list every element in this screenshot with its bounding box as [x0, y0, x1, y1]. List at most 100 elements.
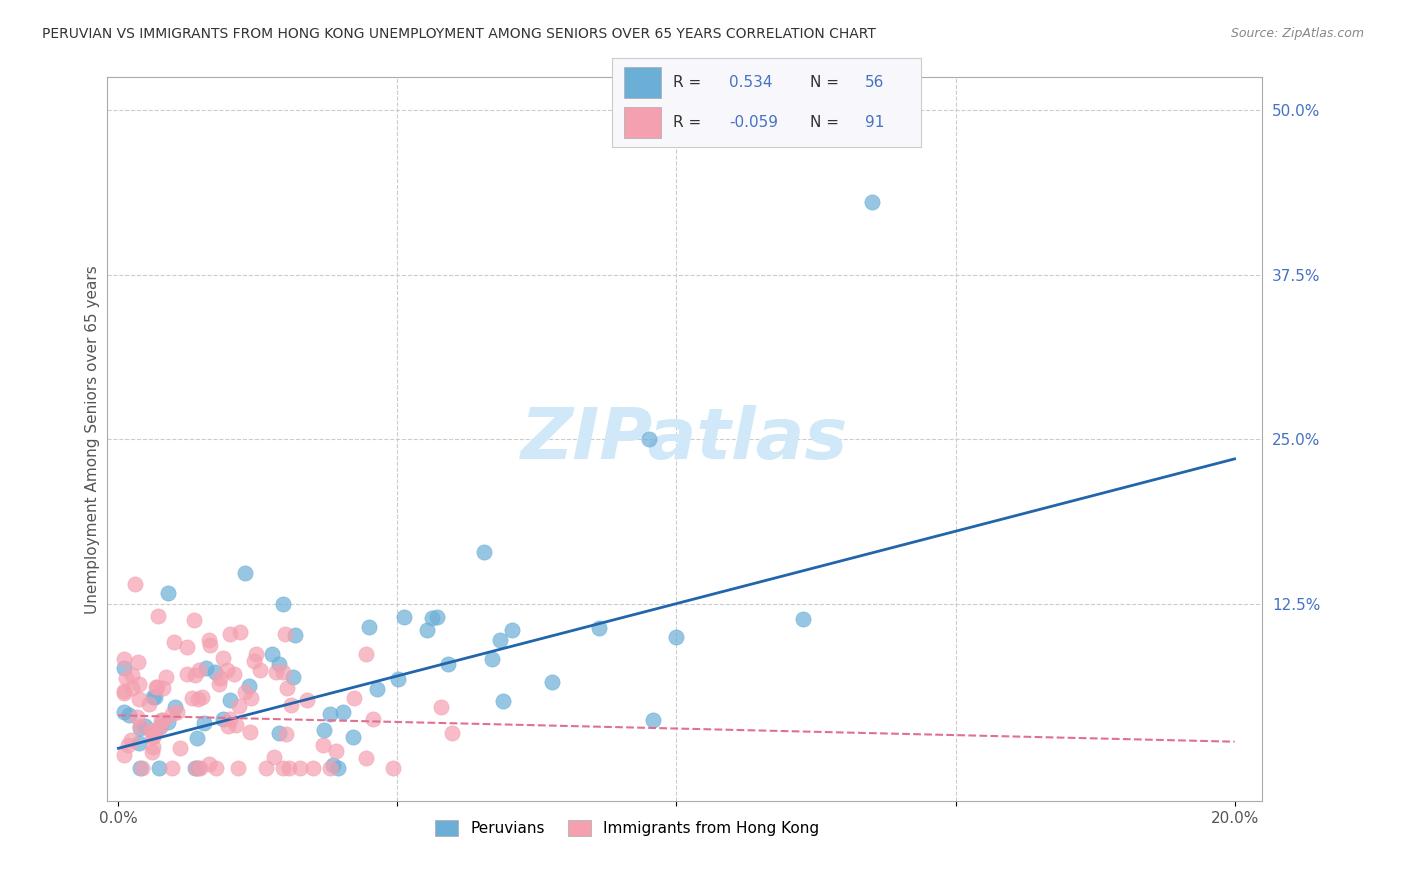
Point	[200, 638, 222, 652]
Point	[127, 655, 149, 669]
Point	[420, 611, 443, 625]
Point	[152, 681, 174, 695]
Point	[302, 761, 325, 775]
Bar	[624, 67, 661, 98]
Point	[120, 732, 142, 747]
Point	[224, 667, 246, 681]
Point	[426, 610, 449, 624]
Point	[163, 635, 186, 649]
Point	[149, 719, 172, 733]
Text: 56: 56	[865, 75, 884, 89]
Point	[665, 630, 688, 644]
Point	[134, 719, 156, 733]
Point	[112, 705, 135, 719]
Point	[128, 677, 150, 691]
Point	[491, 694, 513, 708]
Point	[354, 751, 377, 765]
Point	[235, 685, 257, 699]
Point	[860, 195, 883, 210]
Point	[262, 647, 284, 661]
Point	[166, 705, 188, 719]
Text: N =: N =	[810, 115, 844, 129]
Point	[187, 761, 209, 775]
Point	[142, 731, 165, 745]
Point	[238, 679, 260, 693]
Point	[271, 761, 294, 775]
Point	[243, 654, 266, 668]
Point	[297, 692, 319, 706]
Point	[281, 670, 304, 684]
Point	[207, 677, 229, 691]
Point	[481, 651, 503, 665]
Point	[198, 632, 221, 647]
Point	[198, 756, 221, 771]
Point	[165, 699, 187, 714]
Point	[792, 612, 814, 626]
Point	[186, 731, 208, 746]
Point	[155, 669, 177, 683]
Point	[205, 761, 228, 775]
Point	[284, 628, 307, 642]
Point	[128, 721, 150, 735]
Point	[278, 761, 301, 775]
Text: R =: R =	[673, 115, 707, 129]
Point	[148, 761, 170, 775]
Point	[184, 761, 207, 775]
Point	[121, 667, 143, 681]
Point	[392, 609, 415, 624]
Point	[218, 693, 240, 707]
Point	[195, 660, 218, 674]
Point	[212, 651, 235, 665]
Legend: Peruvians, Immigrants from Hong Kong: Peruvians, Immigrants from Hong Kong	[427, 813, 827, 844]
Point	[142, 727, 165, 741]
Point	[146, 609, 169, 624]
Point	[267, 726, 290, 740]
Point	[239, 724, 262, 739]
Point	[225, 717, 247, 731]
Point	[121, 681, 143, 695]
Text: R =: R =	[673, 75, 707, 89]
Point	[129, 719, 152, 733]
Point	[128, 692, 150, 706]
Point	[588, 621, 610, 635]
Point	[416, 623, 439, 637]
Point	[637, 432, 659, 446]
Point	[319, 707, 342, 722]
Point	[112, 661, 135, 675]
Point	[276, 727, 298, 741]
Point	[204, 665, 226, 679]
Point	[112, 684, 135, 698]
Point	[145, 681, 167, 695]
Point	[218, 712, 240, 726]
Point	[183, 613, 205, 627]
Point	[357, 620, 380, 634]
Text: 0.534: 0.534	[730, 75, 773, 89]
Point	[215, 664, 238, 678]
Point	[322, 758, 344, 772]
Point	[342, 730, 364, 744]
Point	[112, 651, 135, 665]
Point	[290, 761, 312, 775]
Point	[326, 761, 349, 775]
Point	[271, 665, 294, 679]
Point	[117, 738, 139, 752]
Point	[235, 566, 257, 581]
Point	[146, 680, 169, 694]
Point	[436, 657, 458, 672]
Point	[264, 665, 287, 680]
Text: N =: N =	[810, 75, 844, 89]
Y-axis label: Unemployment Among Seniors over 65 years: Unemployment Among Seniors over 65 years	[86, 265, 100, 614]
Point	[319, 761, 342, 775]
Point	[156, 586, 179, 600]
Point	[180, 691, 202, 706]
Point	[441, 726, 464, 740]
Point	[325, 744, 347, 758]
Point	[489, 632, 512, 647]
Point	[160, 707, 183, 722]
Point	[112, 747, 135, 762]
Point	[184, 668, 207, 682]
Point	[141, 723, 163, 738]
Point	[276, 681, 298, 695]
Point	[141, 744, 163, 758]
Point	[156, 714, 179, 729]
